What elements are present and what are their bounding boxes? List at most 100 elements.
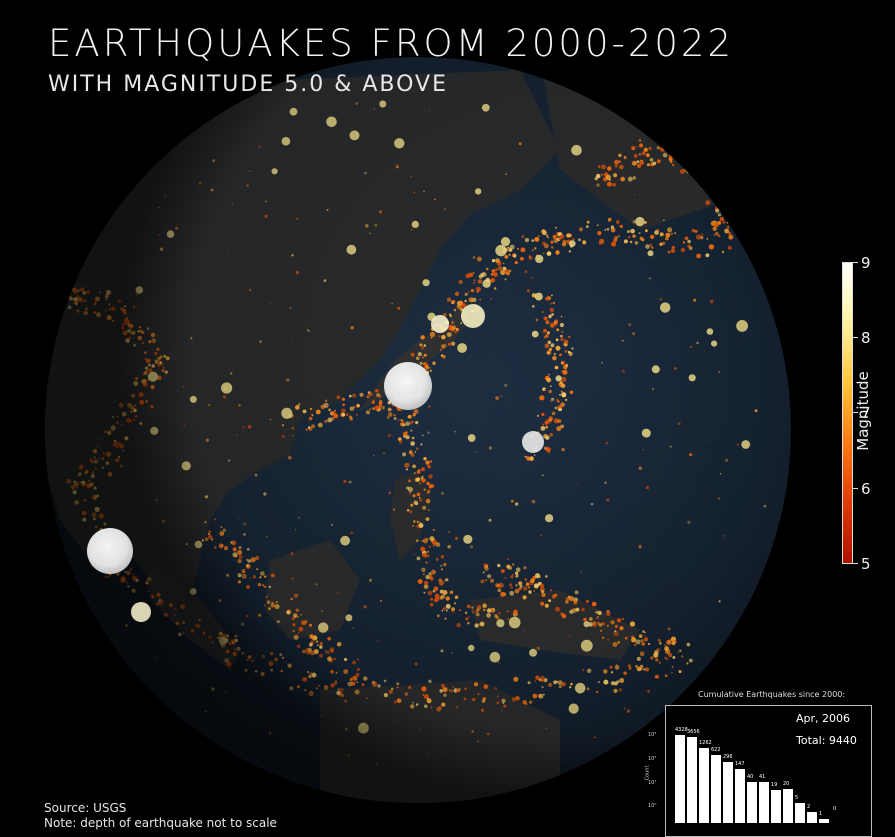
histogram-ytick: 10¹ — [648, 780, 657, 786]
histogram-count-label: 0 — [833, 806, 837, 812]
quake-dot — [679, 149, 682, 152]
colorbar-label-8: 8 — [861, 329, 871, 347]
histogram-bar — [722, 761, 734, 824]
quake-dot — [665, 143, 669, 147]
quake-dot — [59, 309, 65, 314]
histogram-ytick: 10² — [648, 756, 657, 762]
quake-dot — [684, 156, 690, 162]
quake-dot — [734, 193, 737, 196]
quake-dot — [733, 212, 737, 216]
globe-shading — [45, 57, 791, 803]
quake-dot — [684, 161, 687, 164]
quake-dot — [720, 192, 725, 196]
kuril-earthquake-marker — [461, 304, 485, 328]
quake-dot — [726, 213, 730, 218]
histogram-ylabel: Count — [644, 765, 651, 781]
quake-dot — [710, 161, 714, 165]
histogram-bar — [806, 811, 818, 824]
quake-dot — [729, 208, 733, 212]
histogram-count-label: 20 — [783, 781, 790, 788]
quake-dot — [733, 213, 739, 219]
quake-dot — [686, 156, 690, 161]
histogram-bar — [782, 788, 794, 824]
quake-dot — [726, 196, 732, 202]
histogram-bar — [674, 734, 686, 824]
histogram-bar — [686, 736, 698, 824]
quake-dot — [714, 193, 719, 199]
depth-note: Note: depth of earthquake not to scale — [44, 816, 277, 830]
quake-dot — [734, 218, 740, 223]
quake-dot — [719, 195, 725, 201]
colorbar-tick — [853, 563, 858, 564]
quake-dot — [710, 188, 713, 191]
quake-dot — [724, 202, 728, 206]
colorbar-label-7: 7 — [861, 404, 871, 422]
quake-dot — [712, 174, 718, 179]
quake-dot — [671, 152, 674, 154]
histogram-bar — [698, 746, 710, 824]
histogram-title: Cumulative Earthquakes since 2000: — [698, 690, 846, 699]
quake-dot — [717, 185, 723, 191]
colorbar-tick — [853, 262, 858, 263]
quake-dot — [725, 198, 729, 202]
quake-dot — [693, 166, 697, 171]
source-credit: Source: USGS — [44, 801, 127, 815]
quake-dot — [690, 155, 693, 158]
quake-dot — [676, 150, 680, 155]
quake-dot — [734, 221, 737, 225]
histogram-bar — [710, 753, 722, 824]
histogram-ytick: 10⁰ — [648, 803, 657, 809]
histogram-count-label: 41 — [759, 773, 766, 780]
quake-dot — [694, 158, 697, 162]
quake-dot — [671, 142, 676, 146]
quake-dot — [717, 191, 720, 195]
quake-dot — [727, 204, 731, 208]
colorbar-tick — [853, 488, 858, 489]
quake-dot — [659, 142, 664, 146]
histogram-total: Total: 9440 — [796, 734, 857, 747]
page-title: EARTHQUAKES FROM 2000-2022 — [48, 22, 735, 65]
tohoku-earthquake-marker — [384, 362, 432, 410]
quake-dot — [726, 202, 729, 204]
quake-dot — [696, 166, 699, 169]
histogram-count-label: 3656 — [687, 729, 700, 736]
magnitude-colorbar — [842, 262, 853, 564]
quake-dot — [665, 144, 669, 148]
quake-dot — [714, 173, 720, 179]
histogram-count-label: 147 — [735, 761, 745, 768]
quake-dot — [697, 153, 703, 159]
histogram-count-label: 296 — [723, 754, 733, 761]
quake-dot — [715, 201, 720, 205]
quake-dot — [664, 140, 669, 145]
nias-earthquake-marker — [131, 602, 151, 622]
quake-dot — [67, 289, 70, 292]
quake-dot — [60, 287, 63, 290]
quake-dot — [729, 200, 733, 204]
quake-dot — [687, 165, 691, 168]
histogram-count-label: 40 — [747, 774, 754, 781]
histogram-bar — [818, 818, 830, 824]
colorbar-label-6: 6 — [861, 480, 871, 498]
quake-dot — [727, 202, 732, 207]
major-earthquakes — [87, 304, 544, 622]
histogram-bar — [746, 781, 758, 824]
colorbar-title: Magnitude — [854, 371, 872, 451]
quake-dot — [681, 159, 686, 164]
histogram-count-label: 5 — [795, 794, 799, 801]
quake-dot — [60, 297, 66, 303]
quake-dot — [738, 210, 741, 214]
histogram-count-label: 19 — [771, 781, 778, 788]
histogram-count-label: 1262 — [699, 739, 712, 746]
quake-dot — [692, 171, 695, 175]
histogram-count-label: 4328 — [675, 727, 688, 734]
colorbar-label-9: 9 — [861, 254, 871, 272]
quake-dot — [670, 148, 673, 151]
page-subtitle: WITH MAGNITUDE 5.0 & ABOVE — [48, 72, 448, 97]
quake-dot — [691, 163, 695, 168]
histogram-count-label: 622 — [711, 746, 721, 753]
quake-dot — [662, 138, 666, 141]
quake-dot — [720, 208, 726, 214]
quake-dot — [687, 152, 692, 157]
histogram-ytick: 10³ — [648, 732, 657, 738]
